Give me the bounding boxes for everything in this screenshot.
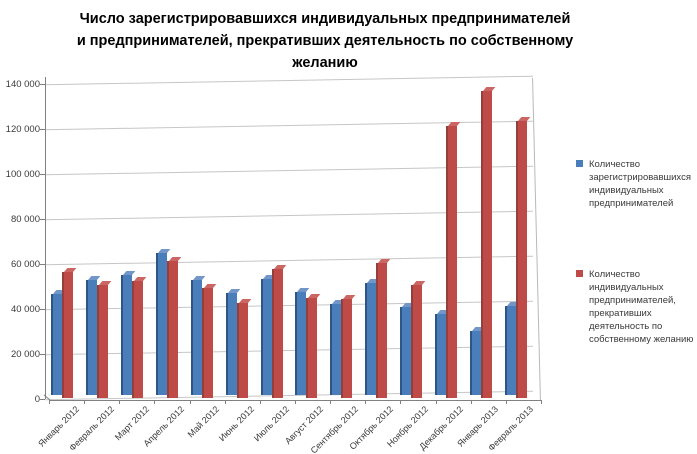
y-axis-tick [40, 84, 45, 85]
y-axis-tick-label: 60 000 [10, 259, 40, 270]
bar-registered [504, 306, 516, 395]
bar-registered [434, 314, 446, 395]
gridline [45, 390, 533, 401]
x-axis-tick [84, 400, 86, 404]
y-axis-tick [40, 174, 45, 175]
gridline [45, 165, 533, 176]
bar-ceased [97, 284, 109, 398]
legend-swatch-red-icon [576, 270, 583, 277]
y-axis-tick [40, 354, 45, 355]
bar-ceased [201, 288, 213, 398]
bar-ceased [411, 284, 422, 398]
bar-registered [225, 292, 237, 395]
bar-ceased [445, 126, 457, 398]
y-axis-tick-label: 140 000 [5, 79, 40, 90]
bar-registered [295, 291, 307, 395]
bar-registered [365, 282, 377, 395]
y-axis-tick-label: 120 000 [5, 124, 40, 135]
y-axis-tick [40, 309, 45, 310]
gridline [45, 255, 533, 266]
bar-registered [156, 253, 167, 395]
x-axis-tick [49, 400, 50, 404]
bar-ceased [376, 263, 388, 398]
bar-ceased [515, 120, 527, 398]
y-axis-tick-label: 80 000 [10, 214, 40, 225]
legend-label-registered: Количество зарегистрировавшихся индивиду… [589, 159, 691, 209]
bar-registered [121, 274, 133, 395]
gridline [45, 345, 533, 356]
bar-ceased [236, 302, 248, 398]
y-axis-tick [40, 399, 45, 400]
bar-ceased [62, 272, 74, 398]
x-axis-tick [470, 400, 472, 404]
gridline [45, 300, 533, 311]
bar-registered [51, 293, 63, 395]
gridline [45, 75, 533, 86]
y-axis-tick-label: 100 000 [5, 169, 40, 180]
legend-item-registered: Количество зарегистрировавшихся индивиду… [576, 158, 694, 210]
x-axis-tick [435, 400, 437, 404]
bar-registered [260, 279, 272, 395]
bar-registered [469, 330, 481, 395]
x-axis-tick [400, 400, 402, 404]
x-axis-tick [224, 400, 226, 404]
bar-registered [86, 280, 98, 395]
y-axis-tick-label: 20 000 [10, 349, 40, 360]
x-axis-tick [365, 400, 367, 404]
legend-item-ceased: Количество индивидуальных предпринимател… [576, 268, 694, 346]
y-axis-tick [40, 264, 45, 265]
legend-swatch-blue-icon [576, 160, 583, 167]
gridline [45, 210, 533, 221]
y-axis-tick-label: 0 [34, 394, 40, 405]
bar-registered [400, 307, 411, 395]
x-axis-tick [541, 400, 542, 404]
x-axis-tick [295, 400, 296, 404]
plot-right-wall-edge [532, 78, 541, 401]
chart-title: Число зарегистрировавшихся индивидуальны… [76, 11, 574, 71]
bar-ceased [306, 298, 318, 398]
x-axis-tick [119, 400, 121, 404]
bar-ceased [132, 281, 144, 398]
bar-registered [330, 303, 342, 395]
bar-ceased [480, 91, 492, 398]
x-axis-tick [505, 400, 507, 404]
y-axis-tick [40, 219, 45, 220]
legend-label-ceased: Количество индивидуальных предпринимател… [589, 269, 694, 345]
y-axis-line [45, 77, 46, 399]
bar-ceased [167, 261, 178, 398]
bar-ceased [341, 299, 353, 398]
bar-ceased [271, 269, 283, 398]
y-axis-tick-label: 40 000 [10, 304, 40, 315]
y-axis-tick [40, 129, 45, 130]
x-axis-tick [189, 400, 191, 404]
x-axis-tick [154, 400, 156, 404]
x-axis-tick [330, 400, 332, 404]
bar-registered [190, 280, 202, 395]
x-axis-tick [259, 400, 261, 404]
